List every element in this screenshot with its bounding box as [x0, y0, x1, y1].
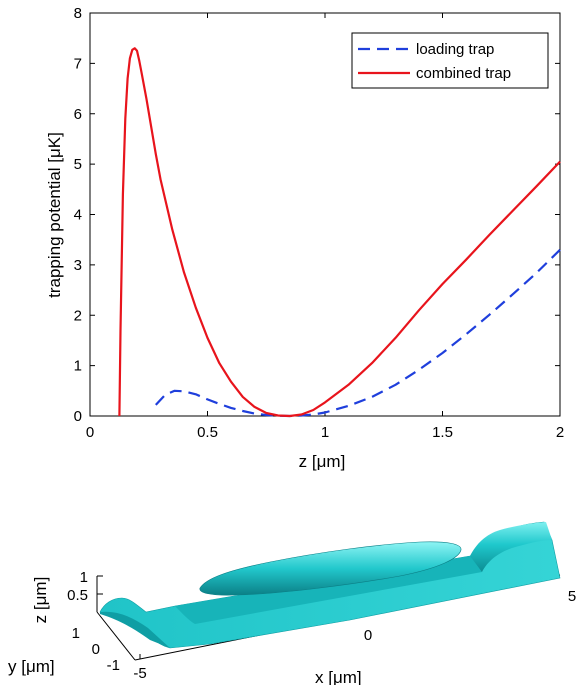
surface-cloud	[199, 541, 462, 596]
y3d-tick-m1: -1	[107, 657, 120, 674]
x3d-tick-m5: -5	[133, 665, 146, 682]
y-tick-label: 3	[74, 257, 82, 274]
y-tick-label: 8	[74, 5, 82, 22]
y-tick-label: 2	[74, 307, 82, 324]
series-line-loading-trap	[154, 249, 561, 418]
x3d-tick-5: 5	[568, 588, 576, 605]
y-ticks: 0 1 2 3 4 5 6 7 8	[74, 5, 560, 425]
y-tick-label: 1	[74, 358, 82, 375]
surface-3d-plot	[96, 521, 561, 661]
legend: loading trap combined trap	[351, 32, 549, 89]
z3d-label: z [μm]	[31, 577, 50, 624]
y3d-tick-1: 1	[72, 625, 80, 642]
y-tick-label: 5	[74, 156, 82, 173]
surface-left-wall	[100, 611, 170, 648]
z3d-tick-1: 1	[80, 569, 88, 586]
y-axis-label: trapping potential [μK]	[45, 132, 64, 298]
x-tick-label: 0	[86, 424, 94, 441]
y-axis-line	[96, 611, 136, 661]
y-tick-label: 0	[74, 408, 82, 425]
y3d-label: y [μm]	[8, 657, 55, 676]
series-group	[118, 47, 561, 418]
legend-box	[351, 32, 549, 89]
surface-labels: z [μm] y [μm] x [μm] 1 0.5 1 0 -1 -5 0 5	[8, 569, 576, 685]
x-tick-label: 1.5	[432, 424, 453, 441]
surface-right-bump	[470, 522, 552, 572]
legend-combined-label: combined trap	[416, 65, 511, 82]
x-tick-label: 0.5	[197, 424, 218, 441]
x-tick-label: 2	[556, 424, 564, 441]
z3d-tick-05: 0.5	[67, 587, 88, 604]
y-tick-label: 4	[74, 207, 82, 224]
legend-loading-label: loading trap	[416, 41, 494, 58]
x-tick-label: 1	[321, 424, 329, 441]
y-tick-label: 7	[74, 55, 82, 72]
series-line-combined-trap	[118, 47, 561, 418]
x3d-label: x [μm]	[315, 668, 362, 685]
x-axis-label: z [μm]	[299, 452, 346, 471]
y3d-tick-0: 0	[92, 641, 100, 658]
y-tick-label: 6	[74, 106, 82, 123]
x3d-tick-0: 0	[364, 627, 372, 644]
x-ticks: 0 0.5 1 1.5 2	[86, 13, 564, 441]
